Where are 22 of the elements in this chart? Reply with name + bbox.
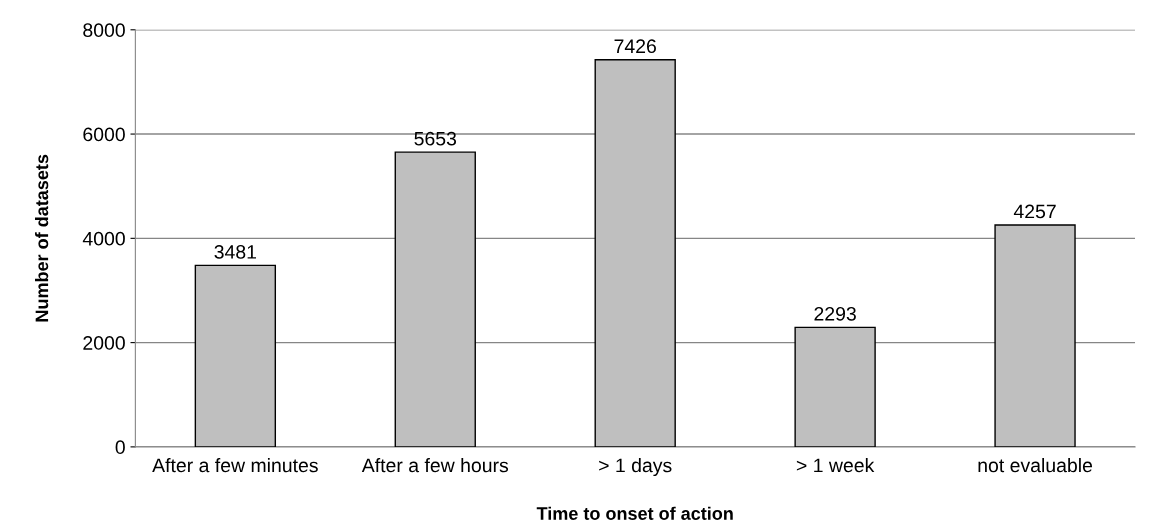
data-label: 7426: [614, 39, 656, 54]
y-tick-label: 8000: [83, 23, 125, 38]
bar: [194, 264, 277, 447]
x-tick-label: > 1 days: [599, 457, 672, 477]
data-label: 3481: [214, 245, 257, 259]
bar: [994, 224, 1076, 447]
x-tick-label: After a few minutes: [152, 457, 318, 473]
y-axis-title: Number of datasets: [35, 154, 49, 322]
x-tick-label: not evaluable: [978, 457, 1093, 473]
x-tick-label: > 1 week: [796, 457, 875, 473]
y-tick-label: 0: [115, 440, 125, 455]
data-label: 4257: [1013, 204, 1056, 219]
data-label: 2293: [814, 306, 856, 321]
y-tick-label: 6000: [83, 127, 125, 142]
y-tick-label: 2000: [83, 336, 125, 350]
y-tick-label: 4000: [82, 231, 125, 246]
bar: [394, 151, 476, 447]
bar: [794, 326, 876, 447]
data-label: 5653: [414, 131, 457, 146]
x-axis-title: Time to onset of action: [536, 506, 733, 520]
x-tick-label: After a few hours: [361, 457, 509, 473]
bar: [594, 59, 676, 447]
